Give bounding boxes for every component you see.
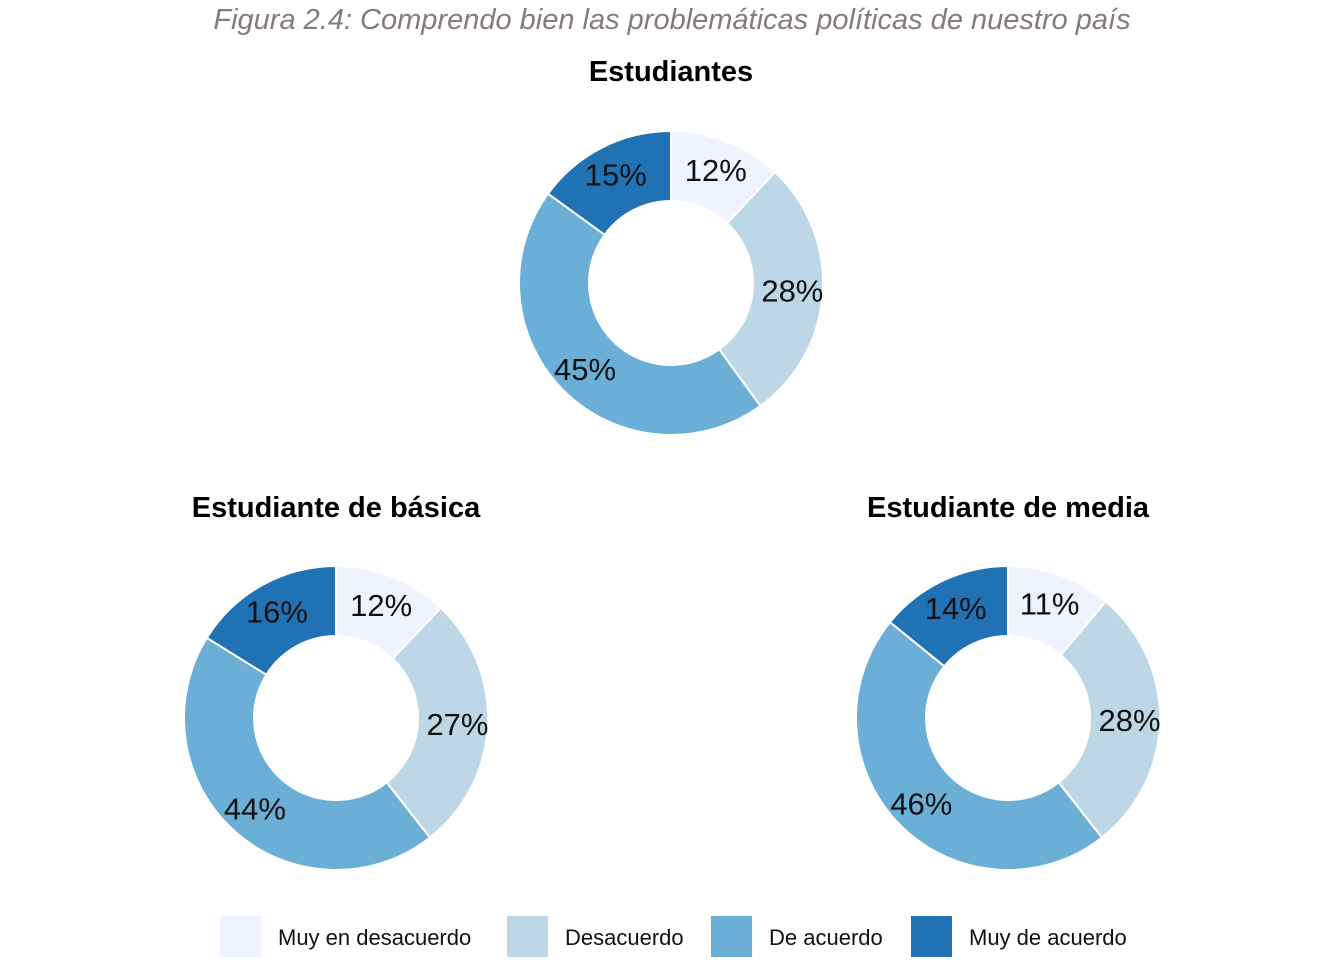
- slice-label: 11%: [1020, 587, 1080, 622]
- legend-label: De acuerdo: [769, 925, 883, 950]
- legend: Muy en desacuerdo Desacuerdo De acuerdo Muy…: [220, 916, 1127, 957]
- legend-item-muy-de-acuerdo: Muy de acuerdo: [911, 916, 1127, 957]
- slice-label: 46%: [890, 786, 952, 821]
- figure-title: Figura 2.4: Comprendo bien las problemát…: [213, 4, 1131, 36]
- legend-swatch: [507, 916, 548, 957]
- panel-title: Estudiantes: [589, 56, 753, 88]
- slice-label: 14%: [925, 591, 987, 626]
- panel-title: Estudiante de básica: [192, 492, 481, 524]
- legend-label: Muy en desacuerdo: [278, 925, 471, 950]
- slice-desacuerdo: [1057, 600, 1161, 839]
- slice-label: 45%: [554, 352, 616, 387]
- slice-label: 15%: [585, 158, 647, 193]
- slice-de-acuerdo: [183, 636, 432, 871]
- slice-desacuerdo: [385, 606, 489, 839]
- slice-label: 12%: [350, 588, 412, 623]
- legend-swatch: [911, 916, 952, 957]
- legend-item-muy-en-desacuerdo: Muy en desacuerdo: [220, 916, 471, 957]
- slice-label: 16%: [246, 595, 308, 630]
- slice-muy-de-acuerdo: [546, 129, 672, 237]
- donut-estudiante-de-media: Estudiante de media 11% 28% 46% 14%: [855, 492, 1161, 871]
- legend-swatch: [711, 916, 752, 957]
- donut-estudiante-de-basica: Estudiante de básica 12% 27% 44% 16%: [183, 492, 489, 871]
- slice-label: 12%: [685, 153, 747, 188]
- slice-label: 44%: [224, 792, 286, 827]
- slice-muy-de-acuerdo: [888, 564, 1009, 668]
- slice-de-acuerdo: [855, 620, 1104, 871]
- legend-label: Muy de acuerdo: [969, 925, 1127, 950]
- legend-label: Desacuerdo: [565, 925, 684, 950]
- legend-item-desacuerdo: Desacuerdo: [507, 916, 684, 957]
- slice-label: 27%: [426, 707, 488, 742]
- panel-title: Estudiante de media: [867, 492, 1150, 524]
- slice-muy-de-acuerdo: [205, 564, 337, 677]
- legend-swatch: [220, 916, 261, 957]
- slice-label: 28%: [761, 274, 823, 309]
- legend-item-de-acuerdo: De acuerdo: [711, 916, 883, 957]
- slice-desacuerdo: [717, 170, 824, 408]
- slice-de-acuerdo: [518, 192, 762, 436]
- slice-label: 28%: [1099, 703, 1161, 738]
- donut-estudiantes: Estudiantes 12% 28% 45% 15%: [518, 56, 824, 436]
